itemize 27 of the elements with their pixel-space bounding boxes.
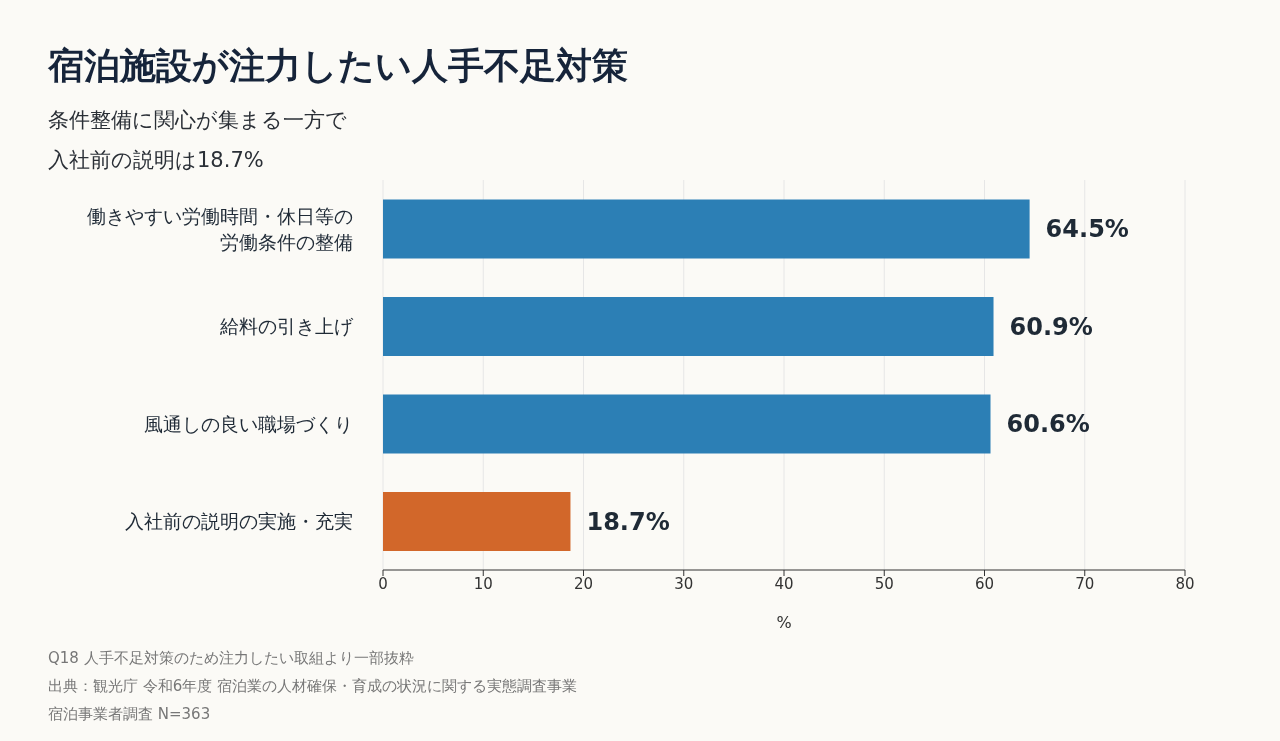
bar [383,394,991,454]
x-axis-title: % [776,613,792,632]
x-tick-label: 80 [1175,574,1195,593]
x-tick-label: 30 [674,574,694,593]
x-tick-label: 40 [774,574,794,593]
x-tick-label: 20 [573,574,594,593]
x-tick-label: 10 [473,574,493,593]
y-tick-label: 風通しの良い職場づくり [144,412,353,435]
text: 宿泊事業者調査 N=363 [48,704,212,725]
bar [383,199,1030,259]
x-tick-label: 0 [378,574,388,593]
text: 条件整備に関心が集まる一方で入社前の説明は18.7% [48,107,348,174]
bar [383,492,571,551]
chart-title: 宿泊施設が注力したい人手不足対策 [48,44,628,88]
data-label: 18.7% [586,507,670,536]
y-tick-label: 働きやすい労働時間・休日等の労働条件の整備 [87,204,353,253]
data-label: 60.6% [1006,410,1090,438]
bar [383,297,994,356]
text: Q18 人手不足対策のため注力したい取組より一部抜粋 [48,648,415,669]
data-label: 60.9% [1009,312,1093,341]
data-label: 64.5% [1045,215,1129,243]
source-note: 出典：観光庁 令和6年度 宿泊業の人材確保・育成の状況に関する実態調査事業 [48,676,578,697]
y-tick-label: 給料の引き上げ [219,315,354,338]
x-tick-label: 60 [974,574,995,593]
y-tick-label: 入社前の説明の実施・充実 [125,510,353,533]
x-tick-label: 70 [1075,574,1095,593]
x-tick-label: 50 [874,574,894,593]
